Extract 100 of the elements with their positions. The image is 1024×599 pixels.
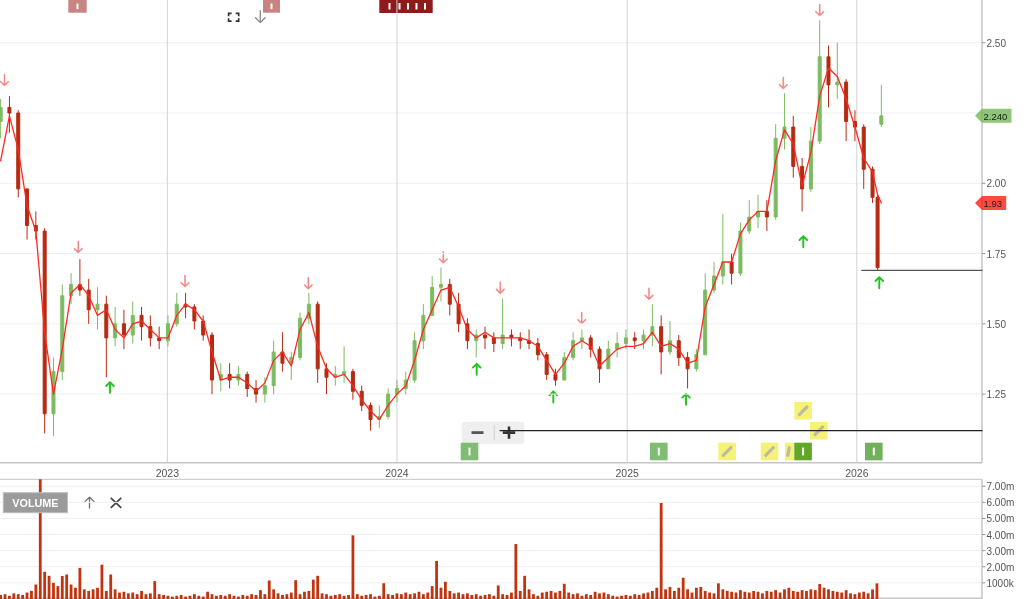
bar [52, 582, 55, 599]
bar [492, 595, 496, 599]
bar [844, 590, 848, 599]
candlestick [720, 213, 725, 285]
candlestick [747, 199, 752, 235]
bar [316, 575, 320, 599]
bar [545, 591, 549, 599]
candlestick [606, 340, 611, 370]
candlestick [791, 115, 796, 179]
bar [241, 594, 245, 599]
bar [739, 590, 742, 599]
candlestick [447, 278, 452, 316]
y-tick-label: 2.00m [986, 561, 1015, 573]
bar [857, 592, 861, 599]
bar [681, 577, 685, 599]
bar [223, 595, 227, 599]
bar [386, 594, 390, 599]
bar [16, 594, 20, 599]
bar [82, 589, 86, 599]
bar [809, 589, 813, 599]
bar [717, 583, 720, 599]
bar [342, 595, 346, 599]
candlestick [500, 298, 505, 350]
candlestick [491, 331, 496, 353]
candlestick [553, 368, 558, 387]
bar [765, 590, 769, 599]
bar [496, 585, 500, 599]
bar [695, 587, 698, 599]
bar [369, 594, 372, 599]
bar [818, 584, 822, 599]
y-tick-label: 1.50 [986, 318, 1007, 330]
candlestick [527, 328, 532, 350]
bar [840, 592, 844, 599]
bar [606, 594, 610, 599]
bar [774, 590, 778, 599]
bar [245, 595, 249, 599]
candlestick [42, 227, 47, 434]
bar [532, 594, 535, 599]
bar [113, 589, 117, 599]
bar [259, 590, 262, 599]
bar [179, 594, 183, 599]
candlestick [579, 328, 584, 350]
bar [408, 594, 412, 599]
y-tick-label: 7.00m [986, 480, 1015, 492]
bar [12, 593, 16, 599]
bar [598, 593, 601, 599]
bar [866, 593, 870, 599]
candlestick [676, 334, 681, 367]
bar [399, 594, 403, 599]
candlestick [315, 300, 320, 384]
bar [835, 591, 839, 599]
y-tick-label: 6.00m [986, 496, 1015, 508]
candlestick [386, 387, 391, 420]
y-tick-label: 1.25 [986, 388, 1007, 400]
candlestick [659, 314, 664, 375]
bar [228, 594, 232, 599]
bar [488, 594, 491, 599]
y-tick-label: 4.00m [986, 529, 1015, 541]
candlestick [350, 368, 355, 401]
bar [536, 595, 540, 599]
bar [796, 591, 800, 599]
candlestick [826, 45, 831, 108]
candlestick [773, 123, 778, 221]
bar [311, 579, 315, 599]
candlestick [121, 309, 126, 350]
candlestick [280, 331, 285, 373]
candlestick [861, 123, 866, 190]
bar [628, 595, 632, 599]
bar [56, 586, 60, 599]
candlestick [86, 278, 91, 325]
text: VOLUME [12, 496, 59, 509]
bar [540, 592, 544, 599]
bar [307, 590, 311, 599]
bar [787, 587, 791, 599]
bar [329, 595, 333, 599]
bar [347, 594, 350, 599]
bar [849, 593, 852, 599]
bar [620, 595, 623, 599]
candlestick [641, 328, 646, 350]
bar [338, 594, 342, 599]
candlestick [298, 312, 303, 361]
bar [474, 594, 478, 599]
bar [250, 594, 254, 599]
bar [140, 590, 143, 599]
bar [0, 594, 3, 599]
candlestick [95, 286, 100, 330]
candlestick [703, 272, 708, 356]
bar [126, 593, 130, 599]
candlestick [632, 331, 637, 350]
candlestick [817, 19, 822, 145]
bar [382, 583, 386, 599]
bar [192, 594, 196, 599]
bar [457, 592, 460, 599]
text: 1.93 [983, 197, 1002, 209]
bar [633, 594, 637, 599]
bar [783, 589, 786, 599]
bar [135, 594, 139, 599]
bar [752, 590, 756, 599]
bar [725, 590, 729, 599]
candlestick [7, 95, 12, 134]
